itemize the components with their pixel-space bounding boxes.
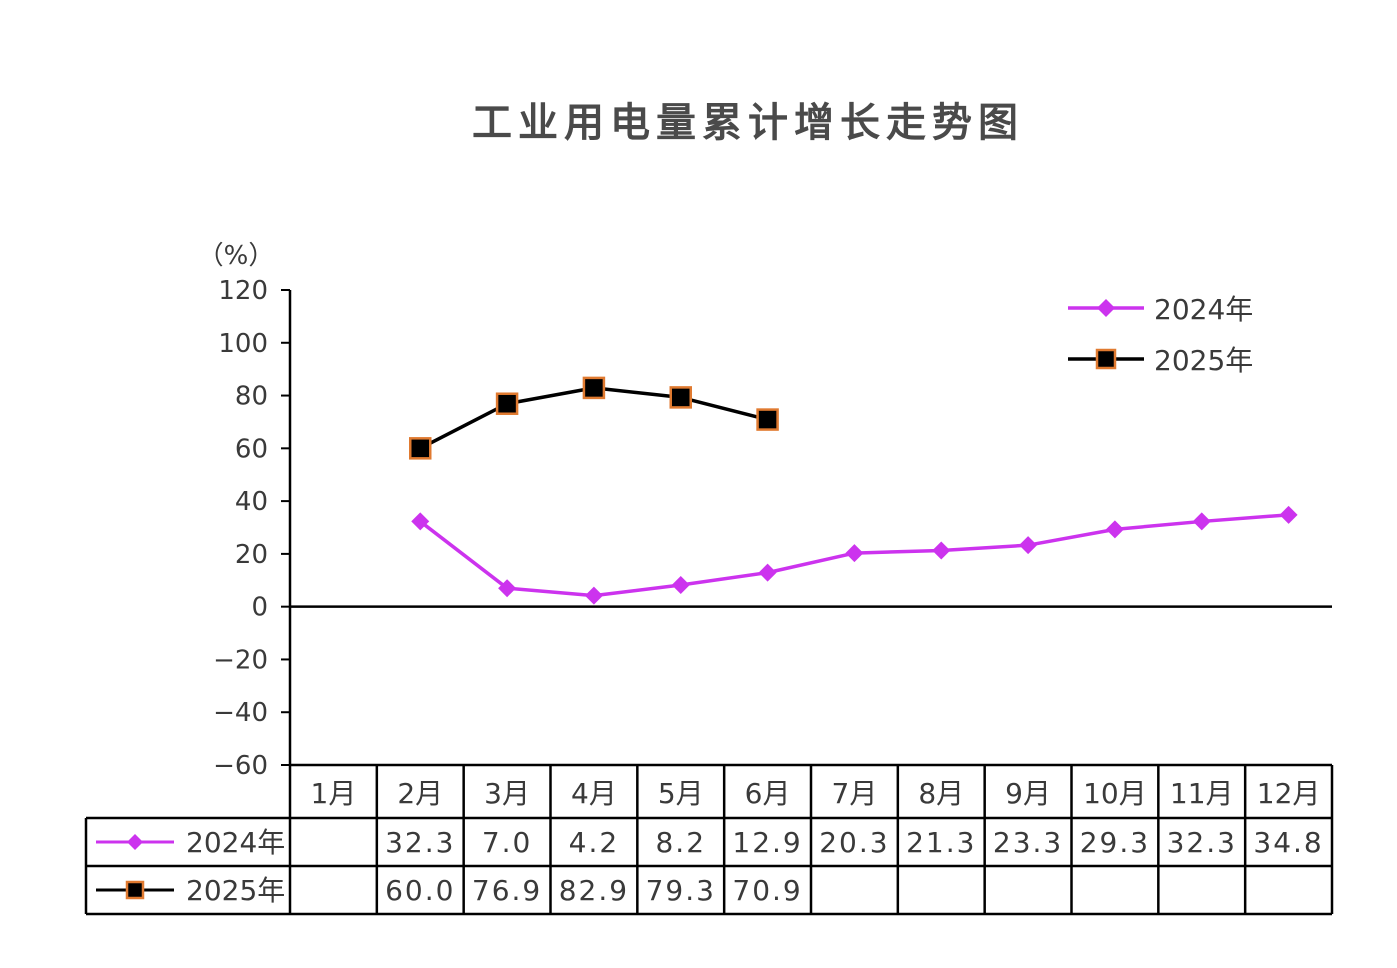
x-tick-label: 9月 (1005, 777, 1051, 810)
y-tick-label: −20 (213, 645, 268, 675)
data-label: 32.3 (1167, 826, 1237, 859)
y-ticks: 120 100 80 60 40 20 0 −20 −40 −60 (213, 276, 290, 781)
x-tick-label: 1月 (311, 777, 357, 810)
data-label: 32.3 (385, 826, 455, 859)
table-series-name: 2024年 (186, 826, 285, 859)
data-point (669, 386, 692, 409)
data-label: 29.3 (1080, 826, 1150, 859)
data-point (1192, 512, 1211, 531)
y-tick-label: 0 (251, 593, 268, 623)
data-label: 7.0 (482, 826, 533, 859)
data-point (756, 408, 779, 431)
y-tick-label: −60 (213, 751, 268, 781)
data-table: 1月 2月 3月 4月 5月 6月 7月 8月 9月 10月 11月 12月 2024年 32.3 7.0 4… (84, 763, 1334, 916)
y-axis-unit: （%） (198, 241, 275, 271)
data-label: 34.8 (1253, 826, 1323, 859)
y-tick-label: 60 (235, 434, 268, 464)
legend-marker (1097, 299, 1115, 317)
data-point (498, 579, 517, 598)
data-label: 20.3 (819, 826, 889, 859)
data-label: 23.3 (993, 826, 1063, 859)
x-tick-label: 4月 (571, 777, 617, 810)
data-point (409, 437, 432, 460)
table-series-key (96, 834, 174, 850)
data-label: 76.9 (472, 874, 542, 907)
x-tick-label: 3月 (484, 777, 530, 810)
data-point (671, 576, 690, 595)
data-label: 82.9 (559, 874, 629, 907)
y-tick-label: 40 (235, 487, 268, 517)
y-tick-label: 120 (218, 276, 268, 306)
y-tick-label: 80 (235, 382, 268, 412)
legend-marker (1095, 348, 1117, 370)
data-label: 4.2 (569, 826, 620, 859)
data-point (758, 563, 777, 582)
data-point (1279, 505, 1298, 524)
data-label: 8.2 (655, 826, 706, 859)
legend-label: 2025年 (1154, 344, 1253, 377)
data-point (584, 586, 603, 605)
x-tick-label: 2月 (397, 777, 443, 810)
legend-label: 2024年 (1154, 293, 1253, 326)
data-label: 79.3 (646, 874, 716, 907)
x-tick-label: 5月 (658, 777, 704, 810)
data-point (845, 544, 864, 563)
x-tick-label: 7月 (832, 777, 878, 810)
data-point (411, 512, 430, 531)
x-tick-label: 10月 (1083, 777, 1147, 810)
data-point (495, 392, 519, 415)
x-tick-label: 6月 (745, 777, 791, 810)
data-point (582, 376, 606, 400)
table-key-marker (127, 834, 143, 850)
axes (288, 290, 1332, 765)
x-tick-label: 8月 (918, 777, 964, 810)
legend: 2024年 2025年 (1068, 293, 1253, 377)
data-label: 70.9 (732, 874, 802, 907)
data-label: 60.0 (385, 874, 455, 907)
table-series-name: 2025年 (186, 874, 285, 907)
x-tick-label: 11月 (1170, 777, 1234, 810)
x-tick-label: 12月 (1257, 777, 1321, 810)
y-tick-label: 20 (235, 540, 268, 570)
series-lines (409, 376, 1298, 605)
table-key-marker (125, 880, 145, 900)
data-point (1105, 520, 1124, 539)
data-label: 21.3 (906, 826, 976, 859)
data-label: 12.9 (732, 826, 802, 859)
y-tick-label: 100 (218, 329, 268, 359)
table-series-key (96, 880, 174, 900)
chart-title: 工业用电量累计增长走势图 (472, 100, 1024, 146)
data-point (1019, 536, 1038, 555)
data-point (932, 541, 951, 560)
y-tick-label: −40 (213, 698, 268, 728)
